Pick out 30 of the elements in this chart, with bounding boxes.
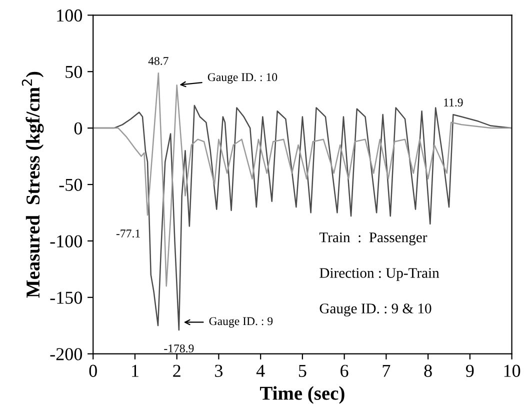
y-tick-label: -200 — [50, 348, 82, 360]
x-tick-label: 8 — [424, 364, 432, 377]
x-tick-label: 1 — [132, 364, 138, 377]
x-tick-label: 6 — [340, 364, 348, 377]
x-tick-label: 5 — [298, 364, 306, 377]
x-axis-title: Time (sec) — [260, 386, 344, 404]
annotation: 11.9 — [444, 98, 463, 107]
y-tick-label: 50 — [66, 66, 82, 78]
x-tick-label: 10 — [504, 364, 520, 377]
y-tick-label: -100 — [50, 235, 82, 248]
y-tick-label: 100 — [57, 9, 82, 22]
annotation: Gauge ID. : 9 — [209, 317, 273, 328]
annotation: Gauge ID. : 10 — [208, 73, 278, 84]
x-tick-label: 0 — [89, 364, 97, 377]
annotation: Train : Passenger — [319, 232, 428, 246]
annotation: -77.1 — [116, 230, 140, 238]
annotation: Direction : Up-Train — [320, 268, 440, 281]
y-tick-label: -150 — [50, 292, 82, 304]
annotation: Gauge ID. : 9 & 10 — [320, 304, 432, 316]
annotation: 48.7 — [148, 56, 168, 65]
y-tick-label: -50 — [59, 178, 82, 191]
x-tick-label: 7 — [382, 364, 390, 377]
x-tick-label: 2 — [173, 364, 180, 377]
y-axis-title: Measured Stress (kgf/cm$^{2}$) — [22, 72, 44, 298]
y-tick-label: 0 — [74, 122, 82, 134]
x-tick-label: 3 — [215, 364, 223, 377]
line-series — [93, 72, 512, 287]
annotation: -178.9 — [164, 344, 194, 352]
x-tick-label: 9 — [466, 364, 474, 377]
x-tick-label: 4 — [256, 364, 265, 377]
